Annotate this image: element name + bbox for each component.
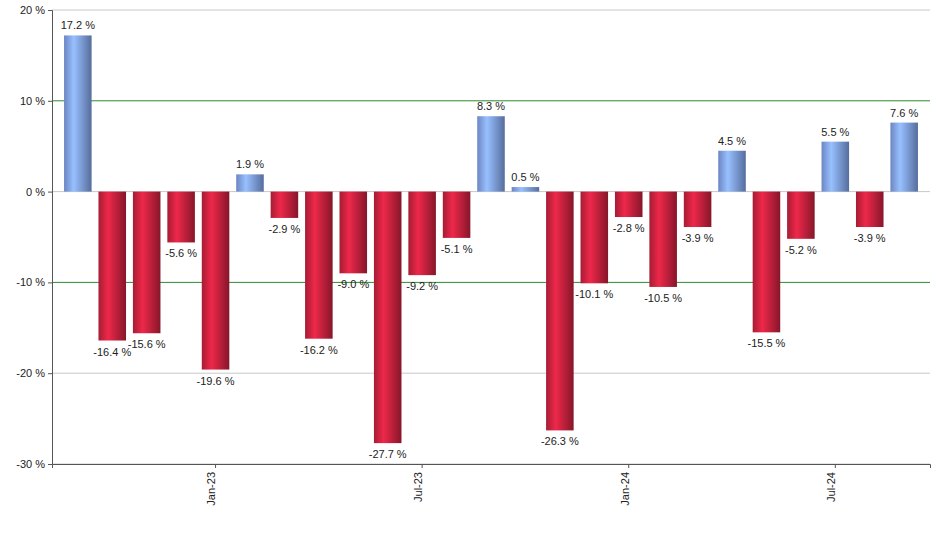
x-tick-mark	[215, 464, 216, 468]
y-axis: -30 % -20 % -10 % 0 % 10 % 20 %	[16, 4, 52, 470]
bar	[98, 192, 126, 341]
data-label: -10.5 %	[644, 292, 682, 304]
grid-line	[52, 282, 930, 283]
bar	[615, 192, 643, 217]
bar	[581, 192, 609, 284]
y-tick-label: 20 %	[20, 4, 45, 16]
y-tick: -30 %	[16, 458, 52, 470]
y-tick-label: -10 %	[16, 276, 45, 288]
x-tick-label: Jan-24	[619, 472, 631, 506]
data-label: -9.2 %	[406, 280, 438, 292]
x-axis: Jan-23 Jul-23 Jan-24 Jul-24	[53, 464, 931, 506]
bar	[167, 192, 195, 243]
x-tick: Jan-24	[619, 464, 631, 506]
bar	[202, 192, 230, 370]
bar	[684, 192, 712, 227]
y-tick-mark	[48, 373, 52, 374]
x-axis-line	[53, 465, 931, 469]
x-tick-mark	[835, 464, 836, 468]
bar	[512, 187, 540, 192]
data-label: -2.9 %	[269, 223, 301, 235]
bar	[787, 192, 815, 239]
bar	[133, 192, 161, 334]
x-tick-label: Jul-23	[412, 472, 424, 502]
bar	[822, 142, 850, 192]
chart: -30 %-20 %-10 %0 %10 %20 %Jan-23Jul-23Ja…	[0, 0, 940, 550]
grid	[52, 10, 930, 464]
bars	[64, 35, 918, 443]
bar	[546, 192, 574, 431]
data-label: 4.5 %	[718, 135, 746, 147]
bar	[443, 192, 471, 238]
y-tick-mark	[48, 10, 52, 11]
x-tick-mark	[422, 464, 423, 468]
data-label: -5.2 %	[785, 244, 817, 256]
grid-line	[52, 10, 930, 11]
y-tick-label: 0 %	[26, 186, 45, 198]
bar	[305, 192, 333, 339]
data-label: -16.2 %	[300, 344, 338, 356]
bar	[236, 174, 264, 191]
data-labels: 17.2 % -16.4 %-15.6 % -5.6 % -19.6 % 1.9 % -2…	[61, 19, 919, 460]
data-label: -5.1 %	[441, 243, 473, 255]
bar	[890, 123, 918, 192]
data-label: -16.4 %	[93, 346, 131, 358]
y-axis-line	[48, 11, 53, 465]
data-label: 5.5 %	[821, 126, 849, 138]
y-tick-mark	[48, 464, 52, 465]
y-tick: -10 %	[16, 276, 52, 288]
bar	[856, 192, 884, 227]
y-tick: 0 %	[26, 186, 52, 198]
bar	[753, 192, 781, 333]
y-tick: -20 %	[16, 367, 52, 379]
y-tick: 10 %	[20, 95, 52, 107]
x-tick-label: Jul-24	[825, 472, 837, 502]
bar	[340, 192, 368, 274]
data-label: -2.8 %	[613, 222, 645, 234]
data-label: 17.2 %	[61, 19, 95, 31]
y-tick-label: -30 %	[16, 458, 45, 470]
data-label: -27.7 %	[369, 448, 407, 460]
y-tick-label: -20 %	[16, 367, 45, 379]
bar	[271, 192, 299, 218]
x-tick-mark	[628, 464, 629, 468]
x-tick: Jul-24	[825, 464, 837, 502]
bar	[64, 35, 92, 191]
data-label: 1.9 %	[236, 158, 264, 170]
data-label: -15.6 %	[128, 338, 166, 350]
data-label: -26.3 %	[541, 435, 579, 447]
bar	[477, 116, 505, 191]
data-label: -5.6 %	[165, 247, 197, 259]
data-label: -15.5 %	[747, 337, 785, 349]
bar	[649, 192, 677, 287]
bar	[374, 192, 402, 444]
data-label: -10.1 %	[575, 288, 613, 300]
data-label: -9.0 %	[337, 278, 369, 290]
y-tick: 20 %	[20, 4, 52, 16]
y-tick-label: 10 %	[20, 95, 45, 107]
data-label: 0.5 %	[511, 171, 539, 183]
bar	[718, 151, 746, 192]
data-label: -3.9 %	[682, 232, 714, 244]
grid-line	[52, 373, 930, 374]
data-label: -19.6 %	[197, 375, 235, 387]
plot: -30 %-20 %-10 %0 %10 %20 %Jan-23Jul-23Ja…	[16, 4, 930, 506]
data-label: -3.9 %	[854, 232, 886, 244]
data-label: 8.3 %	[477, 100, 505, 112]
x-tick: Jan-23	[205, 464, 217, 506]
y-tick-mark	[48, 192, 52, 193]
y-tick-mark	[48, 101, 52, 102]
bar	[408, 192, 436, 276]
y-tick-mark	[48, 282, 52, 283]
x-tick-label: Jan-23	[205, 472, 217, 506]
data-label: 7.6 %	[890, 107, 918, 119]
x-tick: Jul-23	[412, 464, 424, 502]
